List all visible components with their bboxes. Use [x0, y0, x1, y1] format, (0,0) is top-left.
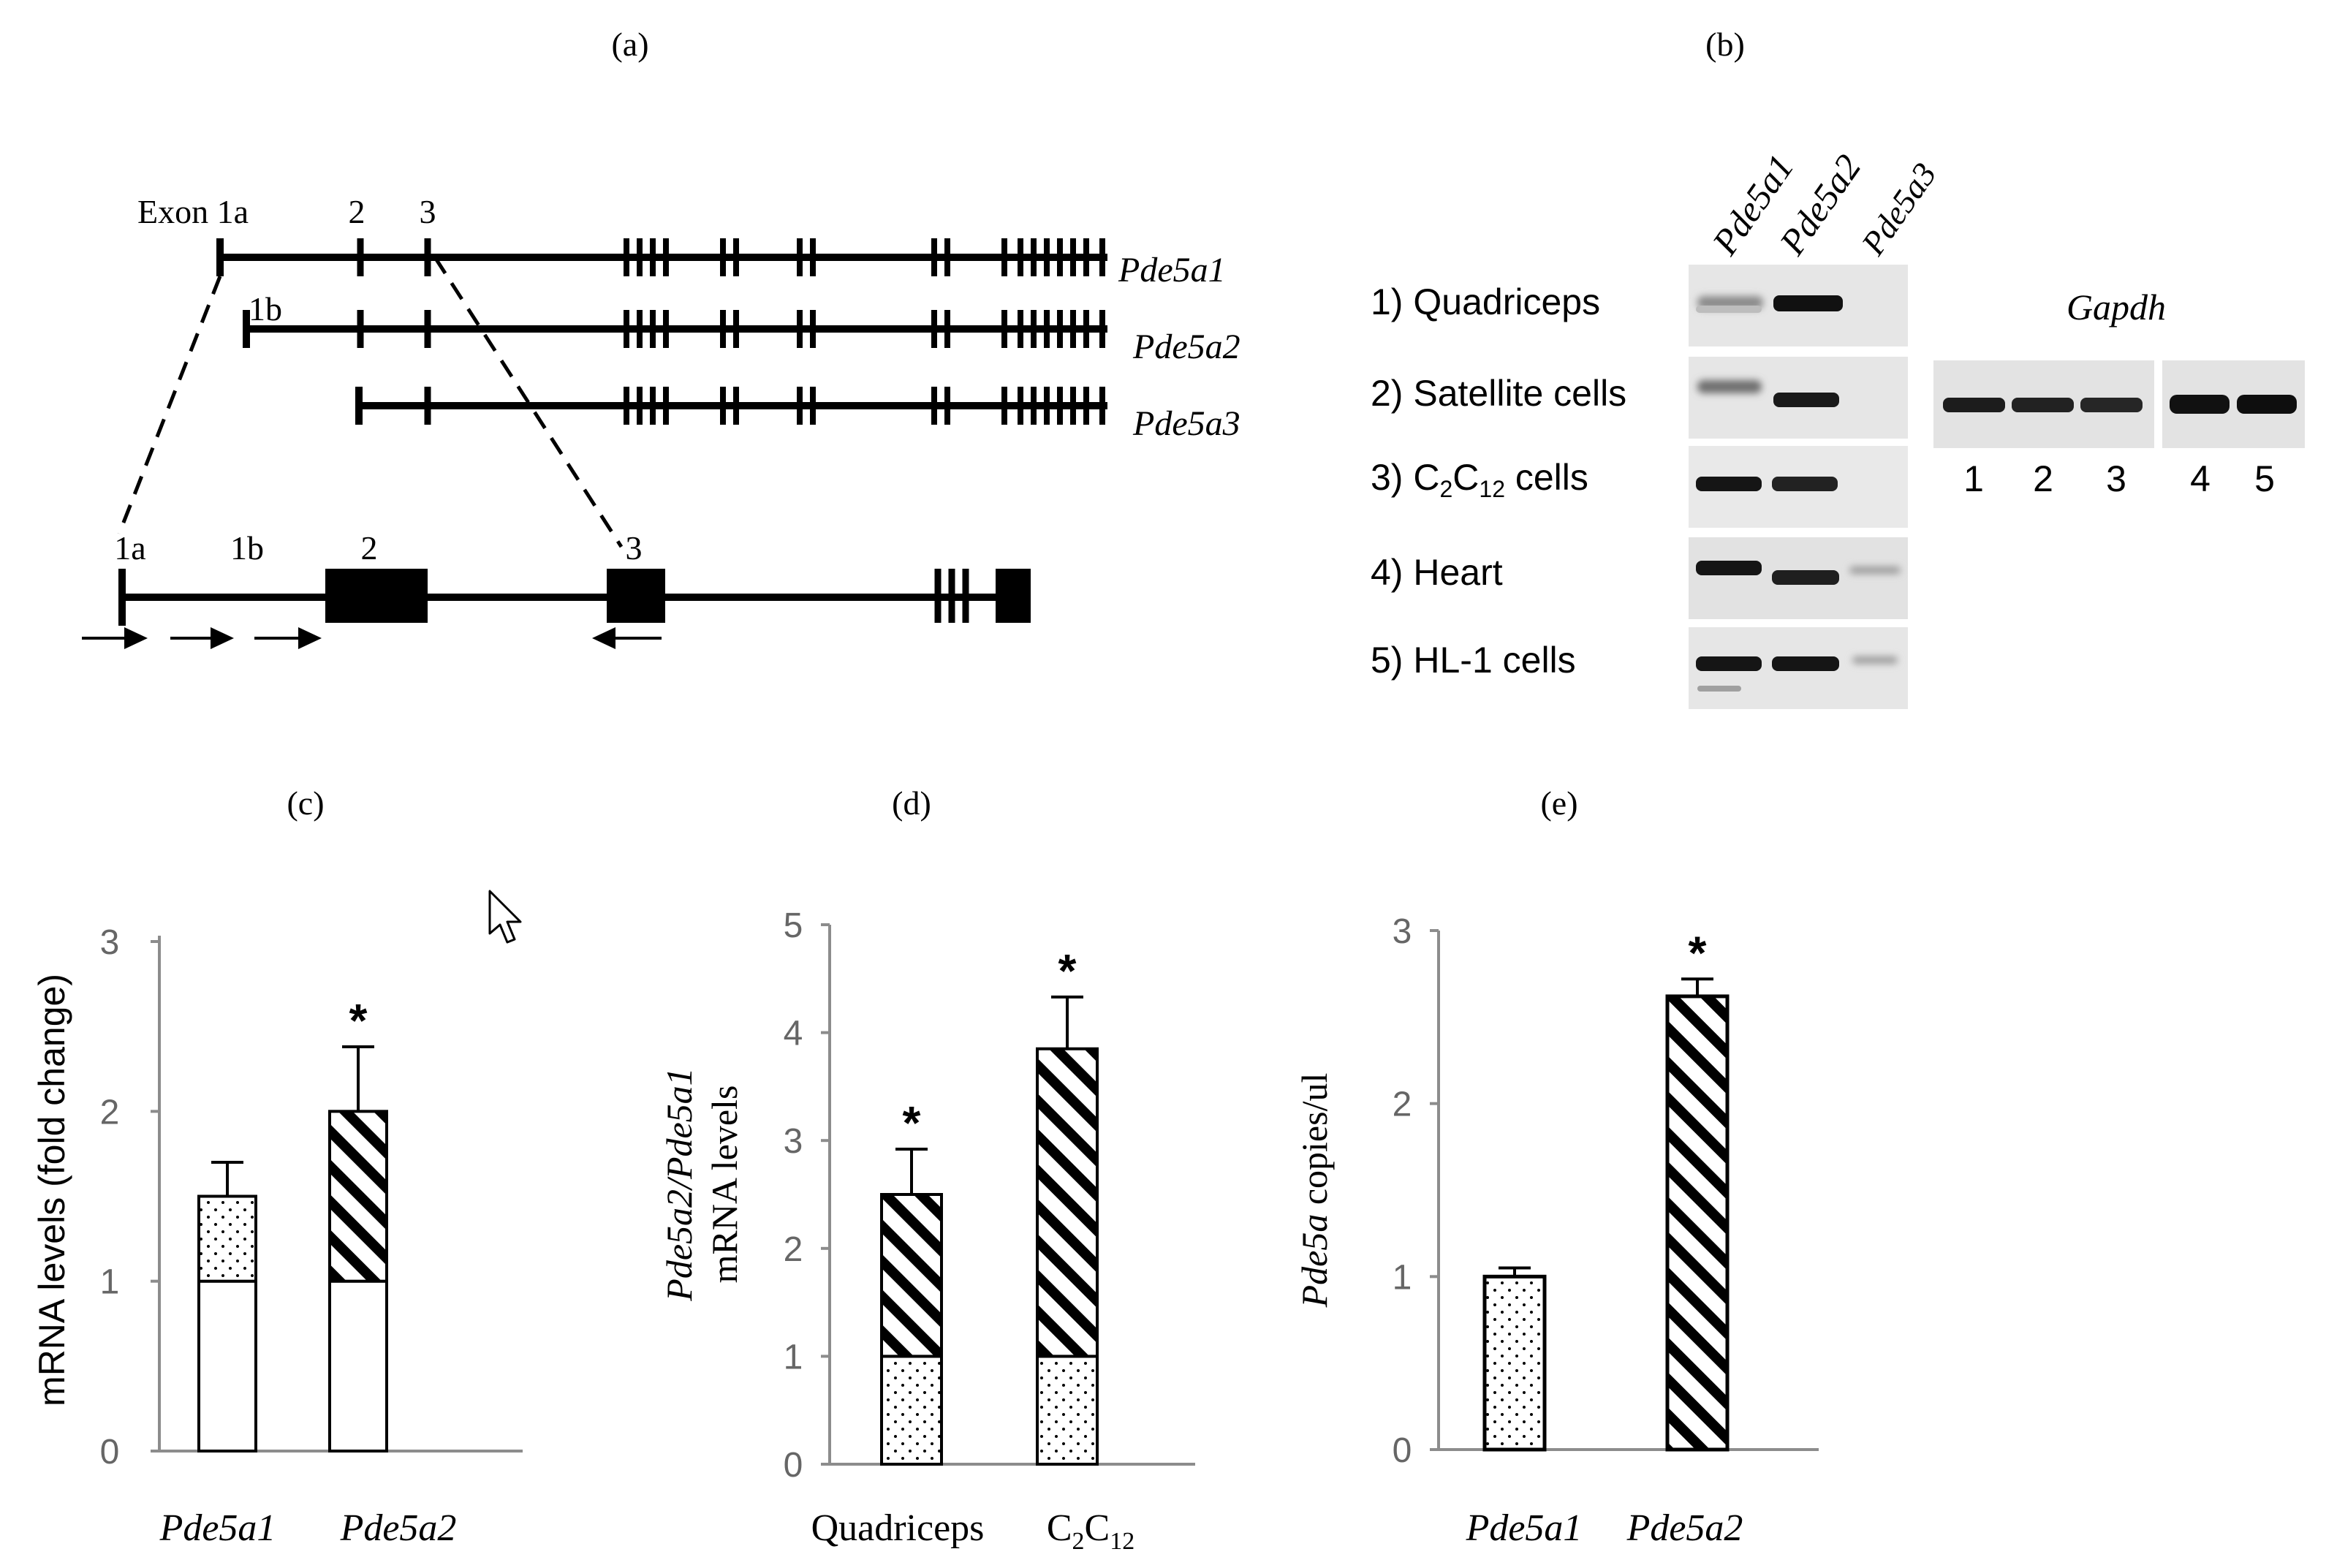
chart-d-xlabel: C2C12 [1047, 1507, 1134, 1555]
bar-segment-increase [197, 1194, 257, 1283]
gel-strip-quadriceps [1689, 265, 1908, 346]
gel-row-label: 4) Heart [1371, 552, 1503, 593]
zoom-line-right [433, 256, 624, 548]
chart-d-xlabel: Quadriceps [811, 1507, 985, 1549]
gel-row-label: 1) Quadriceps [1371, 281, 1600, 322]
bar-segment-baseline [197, 1279, 257, 1453]
gel-panel: Pde5a1 Pde5a2 Pde5a3 1) Quadriceps 2) Sa… [1371, 147, 2305, 709]
chart-e-ylabel: Pde5a copies/ul [1294, 1073, 1335, 1308]
bar-segment-baseline [880, 1355, 943, 1466]
y-tick-label: 2 [100, 1093, 120, 1132]
mouse-cursor-icon [488, 890, 522, 944]
exon3-label: 3 [420, 193, 436, 230]
bar-segment-baseline [1036, 1355, 1099, 1466]
y-tick-label: 4 [784, 1015, 803, 1053]
zoom-exon1b-label: 1b [230, 529, 264, 567]
chart-c-ylabel: mRNA levels (fold change) [31, 974, 72, 1406]
bar-segment-increase [1036, 1047, 1099, 1358]
panel-label-a: (a) [611, 26, 648, 63]
significance-mark: * [1058, 944, 1077, 997]
bar-segment-increase [880, 1193, 943, 1358]
gel-row-label: 3) C2C12 cells [1371, 457, 1588, 502]
gel-row-label: 5) HL-1 cells [1371, 640, 1576, 681]
transcript-pde5a1: Pde5a1 [216, 238, 1226, 289]
exon-label: Exon 1a [137, 193, 249, 230]
zoom-exon1a-label: 1a [114, 529, 145, 567]
panel-label-b: (b) [1705, 26, 1745, 63]
gapdh-gel [1933, 360, 2305, 448]
gapdh-lane-label: 3 [2106, 458, 2126, 499]
chart-e: 0 1 2 3 * Pde5a copies/ul Pde5a1 Pde5a2 [1294, 912, 1819, 1549]
y-tick-label: 3 [1393, 912, 1412, 951]
zoom-exon3-block [607, 569, 665, 623]
chart-e-xlabel: Pde5a1 [1466, 1507, 1583, 1549]
gel-row-label: 2) Satellite cells [1371, 373, 1626, 414]
panel-label-d: (d) [892, 784, 931, 822]
gel-strip-satellite [1689, 357, 1908, 439]
transcript-label-pde5a1: Pde5a1 [1118, 251, 1226, 289]
y-tick-label: 3 [784, 1122, 803, 1161]
chart-d-ylabel-line1: Pde5a2/Pde5a1 [659, 1067, 700, 1301]
bar [1665, 994, 1730, 1452]
panel-label-e: (e) [1540, 784, 1577, 822]
transcript-pde5a2: Pde5a2 [243, 310, 1240, 366]
bar [1482, 1274, 1547, 1452]
y-tick-label: 5 [784, 906, 803, 945]
transcript-label-pde5a2: Pde5a2 [1132, 327, 1240, 366]
y-tick-label: 0 [1393, 1431, 1412, 1470]
bar-segment-increase [328, 1110, 388, 1283]
y-tick-label: 2 [1393, 1086, 1412, 1124]
zoom-exon2-label: 2 [361, 529, 378, 567]
significance-mark: * [903, 1097, 921, 1149]
y-tick-label: 0 [784, 1446, 803, 1485]
panel-label-c: (c) [287, 784, 324, 822]
y-tick-label: 1 [1393, 1258, 1412, 1297]
gapdh-lane-label: 1 [1963, 458, 1984, 499]
zoom-line-left [117, 276, 222, 534]
significance-mark: * [1689, 926, 1707, 979]
gapdh-lane-label: 4 [2190, 458, 2211, 499]
significance-mark: * [349, 994, 368, 1047]
gapdh-lane-labels: 1 2 3 4 5 [1963, 458, 2275, 499]
gapdh-lane-label: 2 [2033, 458, 2053, 499]
gel-strip-heart [1689, 537, 1908, 619]
y-tick-label: 1 [784, 1338, 803, 1376]
chart-e-xlabel: Pde5a2 [1626, 1507, 1743, 1549]
chart-c-xlabel: Pde5a1 [159, 1507, 276, 1549]
y-tick-label: 0 [100, 1433, 120, 1472]
gapdh-lane-label: 5 [2254, 458, 2275, 499]
zoom-exon3-label: 3 [626, 529, 643, 567]
gel-strip-hl1 [1689, 627, 1908, 709]
y-tick-label: 1 [100, 1263, 120, 1302]
gel-strip-c2c12 [1689, 446, 1908, 528]
primer-arrows [82, 627, 662, 649]
y-tick-label: 3 [100, 923, 120, 962]
zoomed-exon-map: 1a 1b 2 3 [82, 529, 1031, 649]
bar-segment-baseline [328, 1279, 388, 1453]
transcript-label-pde5a3: Pde5a3 [1132, 404, 1240, 443]
exon2-label: 2 [349, 193, 365, 230]
zoom-exon2-block [325, 569, 428, 623]
chart-c-xlabel: Pde5a2 [340, 1507, 457, 1549]
gapdh-title: Gapdh [2066, 287, 2166, 327]
gene-structure-panel: Exon 1a 2 3 1b Pde5a1 [82, 193, 1240, 649]
y-tick-label: 2 [784, 1230, 803, 1269]
exon1b-label: 1b [249, 290, 282, 327]
transcript-pde5a3: Pde5a3 [355, 387, 1240, 443]
chart-d: 0 1 2 3 4 5 * * Pde5a2/Pde5a1 mRNA levels Quad… [659, 906, 1195, 1555]
chart-d-ylabel-line2: mRNA levels [704, 1086, 745, 1284]
